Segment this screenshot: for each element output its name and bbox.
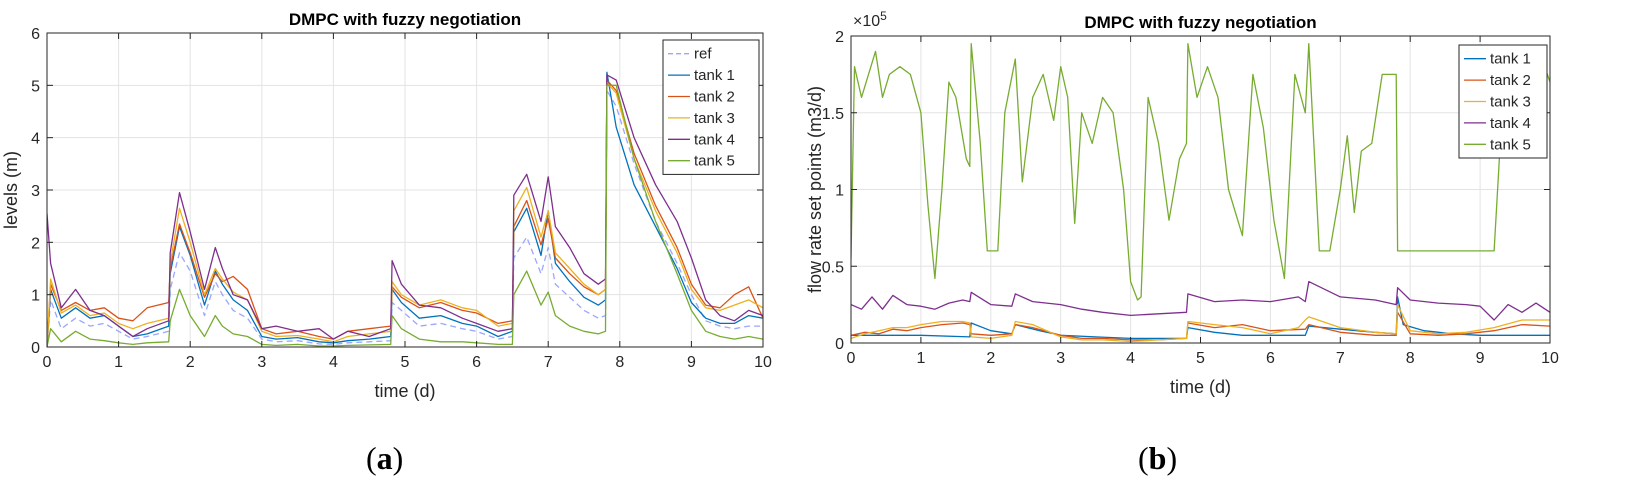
x-tick-label: 5 xyxy=(401,354,410,371)
y-tick-label: 1.5 xyxy=(822,106,844,123)
legend-label: tank 1 xyxy=(694,67,735,84)
caption-b: (b) xyxy=(1138,440,1178,476)
x-tick-label: 5 xyxy=(1196,350,1205,367)
y-tick-label: 2 xyxy=(31,235,40,252)
caption-a: (a) xyxy=(366,440,404,476)
x-axis-label: time (d) xyxy=(1170,377,1231,397)
legend-box xyxy=(662,39,760,175)
y-tick-label: 6 xyxy=(31,26,40,43)
x-tick-label: 7 xyxy=(544,354,553,371)
legend-label: ref xyxy=(694,46,712,63)
legend-label: tank 2 xyxy=(694,89,735,106)
y-tick-label: 4 xyxy=(31,131,40,148)
y-tick-label: 0 xyxy=(835,336,844,353)
chart-a: 0 1 2 3 4 5 6 7 8 9 10 0 1 2 3 4 5 6 DMPC with fuzzy negot… xyxy=(1,10,772,401)
x-tick-label: 7 xyxy=(1336,350,1345,367)
x-axis-label: time (d) xyxy=(374,381,435,401)
y-tick-label: 0.5 xyxy=(822,259,844,276)
x-tick-label: 6 xyxy=(1266,350,1275,367)
y-tick-label: 0 xyxy=(31,340,40,357)
legend-label: tank 5 xyxy=(694,153,735,170)
y-axis-label: levels (m) xyxy=(1,151,21,229)
x-tick-label: 9 xyxy=(1476,350,1485,367)
series-line-tank-3 xyxy=(47,82,763,347)
y-tick-label: 5 xyxy=(31,78,40,95)
y-exponent-label: ×105 xyxy=(853,9,887,30)
y-tick-label: 1 xyxy=(31,288,40,305)
series-line-tank-2 xyxy=(851,311,1550,341)
x-tick-label: 0 xyxy=(43,354,52,371)
legend-label: tank 3 xyxy=(1490,94,1531,111)
legend-label: tank 3 xyxy=(694,110,735,127)
chart-title: DMPC with fuzzy negotiation xyxy=(1084,13,1316,32)
y-tick-label: 1 xyxy=(835,183,844,200)
legend: ref tank 1 tank 2 tank 3 tank 4 tank 5 xyxy=(662,39,760,175)
series-line-tank-3 xyxy=(851,303,1550,343)
y-axis-label: flow rate set points (m3/d) xyxy=(805,86,825,293)
x-tick-label: 1 xyxy=(916,350,925,367)
x-tick-label: 2 xyxy=(186,354,195,371)
series-line-tank-4 xyxy=(851,280,1550,321)
series-line-tank-1 xyxy=(851,296,1550,340)
chart-title: DMPC with fuzzy negotiation xyxy=(289,10,521,29)
series-line-tank-5 xyxy=(851,43,1550,301)
series-line-tank-2 xyxy=(47,79,763,347)
x-tick-label: 10 xyxy=(754,354,772,371)
series-line-tank-4 xyxy=(47,74,763,340)
legend-label: tank 4 xyxy=(1490,115,1531,132)
legend: tank 1 tank 2 tank 3 tank 4 tank 5 xyxy=(1458,44,1548,159)
series-group xyxy=(851,43,1550,343)
series-line-tank-1 xyxy=(47,71,763,347)
x-tick-label: 3 xyxy=(257,354,266,371)
legend-label: tank 2 xyxy=(1490,72,1531,89)
legend-label: tank 5 xyxy=(1490,136,1531,153)
x-tick-label: 8 xyxy=(615,354,624,371)
x-tick-label: 4 xyxy=(329,354,338,371)
chart-b: 0 1 2 3 4 5 6 7 8 9 10 0 0.5 1 1.5 2 ×105 DMPC with fuzzy… xyxy=(805,9,1559,397)
x-tick-label: 10 xyxy=(1541,350,1559,367)
series-group xyxy=(47,71,763,347)
x-tick-label: 8 xyxy=(1406,350,1415,367)
series-line-ref xyxy=(47,89,763,347)
x-tick-label: 9 xyxy=(687,354,696,371)
y-tick-label: 3 xyxy=(31,183,40,200)
y-tick-label: 2 xyxy=(835,29,844,46)
legend-label: tank 1 xyxy=(1490,51,1531,68)
x-tick-label: 2 xyxy=(986,350,995,367)
series-line-tank-5 xyxy=(47,84,763,347)
x-tick-label: 1 xyxy=(114,354,123,371)
x-tick-label: 6 xyxy=(472,354,481,371)
legend-label: tank 4 xyxy=(694,131,735,148)
x-tick-label: 4 xyxy=(1126,350,1135,367)
x-tick-label: 0 xyxy=(847,350,856,367)
x-tick-label: 3 xyxy=(1056,350,1065,367)
